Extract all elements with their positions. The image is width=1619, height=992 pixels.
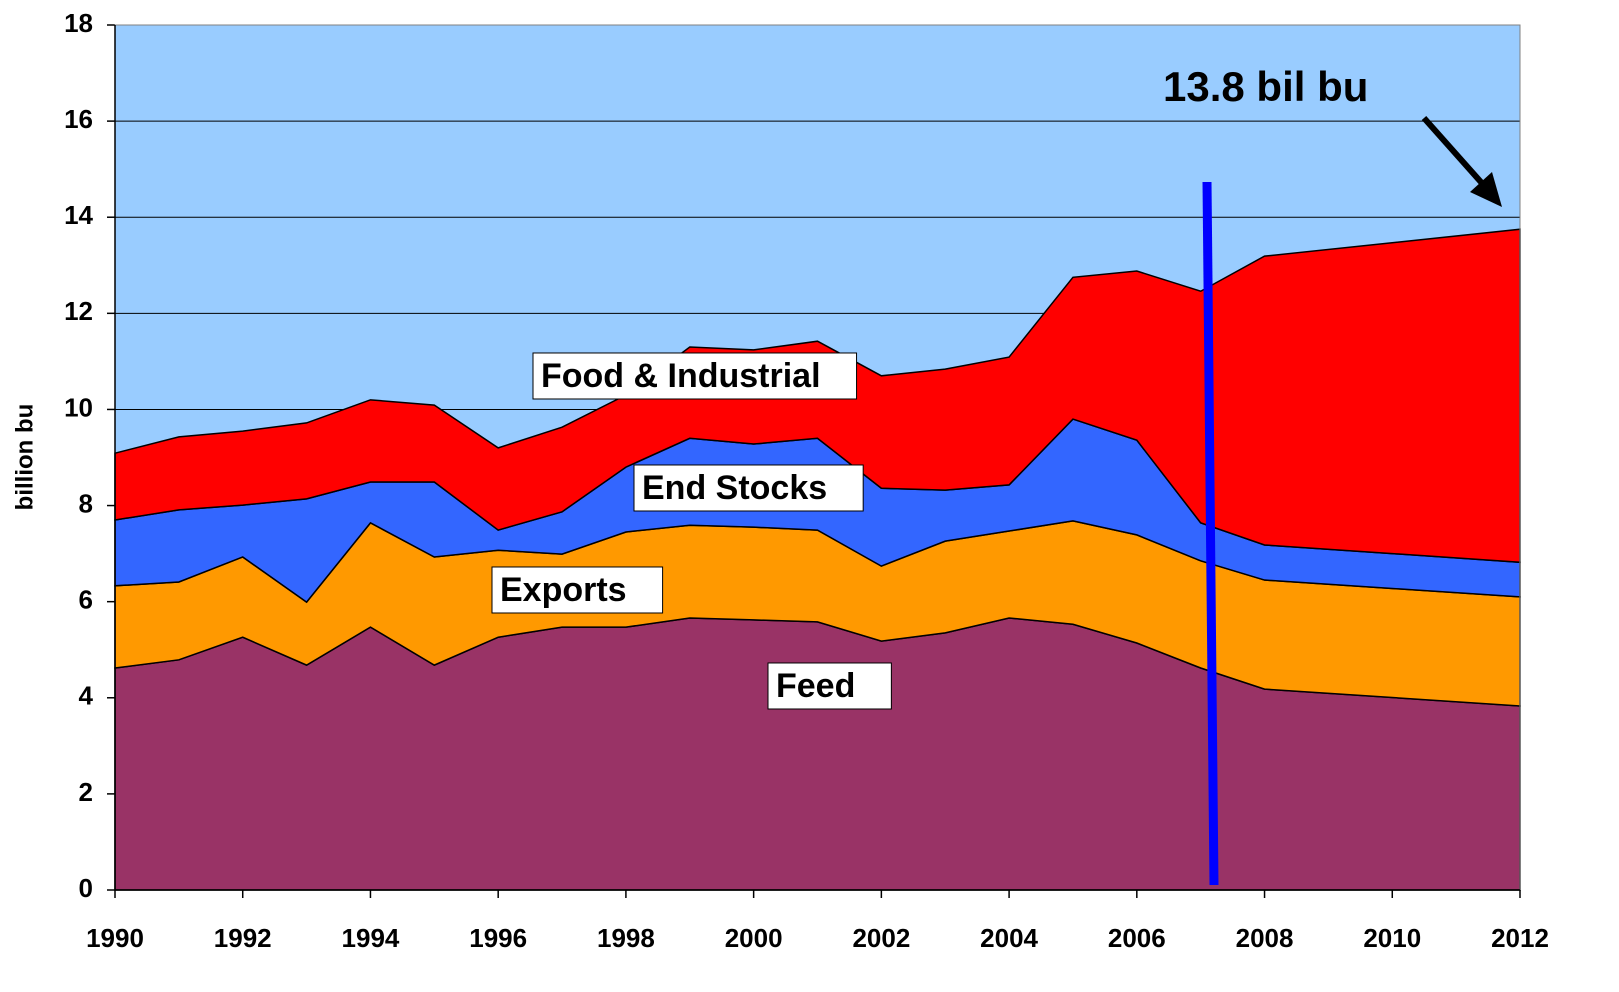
x-tick-label: 1994 <box>342 923 400 953</box>
y-axis-label: billion bu <box>11 404 38 511</box>
x-tick-label: 1996 <box>469 923 527 953</box>
y-tick-label: 2 <box>79 777 93 807</box>
arrowhead <box>1470 172 1502 207</box>
x-tick-label: 2004 <box>980 923 1038 953</box>
marker-line <box>1202 181 1219 886</box>
x-tick-label: 1998 <box>597 923 655 953</box>
label-box <box>767 662 892 710</box>
x-tick-label: 1992 <box>214 923 272 953</box>
series-label: Exports <box>500 571 627 609</box>
y-tick-label: 10 <box>64 392 93 422</box>
x-tick-label: 2006 <box>1108 923 1166 953</box>
x-tick-label: 2012 <box>1491 923 1549 953</box>
y-tick-label: 4 <box>79 681 94 711</box>
y-tick-label: 18 <box>64 8 93 38</box>
y-tick-label: 12 <box>64 296 93 326</box>
x-tick-label: 1990 <box>86 923 144 953</box>
series-label: Food & Industrial <box>541 357 821 395</box>
series-label: End Stocks <box>642 469 827 507</box>
label-box <box>532 352 858 400</box>
y-tick-label: 8 <box>79 488 93 518</box>
y-tick-label: 6 <box>79 585 93 615</box>
series-label: Feed <box>776 667 855 705</box>
x-tick-label: 2010 <box>1363 923 1421 953</box>
label-box <box>491 566 664 614</box>
y-tick-label: 16 <box>64 104 93 134</box>
x-tick-label: 2008 <box>1236 923 1294 953</box>
arrow <box>1421 116 1491 192</box>
annotation: 13.8 bil bu <box>1163 63 1368 110</box>
y-tick-label: 0 <box>79 873 93 903</box>
x-tick-label: 2002 <box>852 923 910 953</box>
y-tick-label: 14 <box>64 200 93 230</box>
label-box <box>633 464 864 512</box>
x-tick-label: 2000 <box>725 923 783 953</box>
